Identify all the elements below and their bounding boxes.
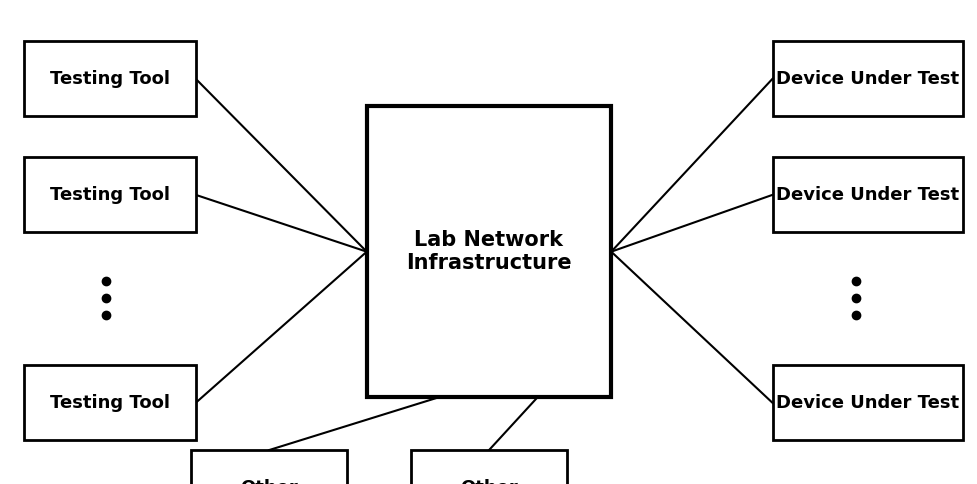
Bar	[24, 41, 195, 116]
Text: Device Under Test: Device Under Test	[776, 394, 958, 412]
Bar	[24, 157, 195, 232]
Text: Device Under Test: Device Under Test	[776, 70, 958, 88]
Text: Other
Equipment: Other Equipment	[434, 479, 543, 484]
Text: Testing Tool: Testing Tool	[50, 70, 170, 88]
Bar	[191, 450, 347, 484]
Bar	[366, 106, 611, 397]
Text: Testing Tool: Testing Tool	[50, 394, 170, 412]
Text: Testing Tool: Testing Tool	[50, 186, 170, 204]
Bar	[24, 365, 195, 440]
Text: Device Under Test: Device Under Test	[776, 186, 958, 204]
Text: Other
Equipment: Other Equipment	[214, 479, 323, 484]
Text: Lab Network
Infrastructure: Lab Network Infrastructure	[405, 230, 572, 273]
Bar	[772, 157, 962, 232]
Bar	[772, 365, 962, 440]
Bar	[410, 450, 567, 484]
Bar	[772, 41, 962, 116]
